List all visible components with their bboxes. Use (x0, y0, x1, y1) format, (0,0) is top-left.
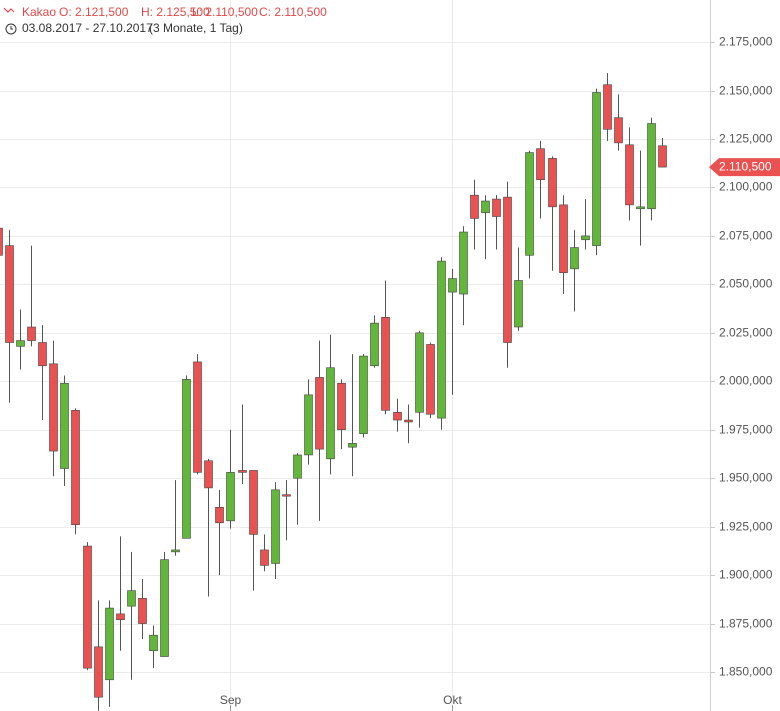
y-tick-label: 1.925,000 (719, 520, 773, 534)
candle-body (204, 460, 213, 489)
x-tick-label: Okt (443, 693, 462, 707)
candle-body (83, 545, 92, 669)
y-tick-label: 1.950,000 (719, 471, 773, 485)
close: C: 2.110,500 (259, 5, 327, 19)
candle-body (636, 206, 645, 210)
candle-body (27, 326, 36, 341)
candle-body (260, 549, 269, 566)
candle-body (381, 317, 390, 411)
candle-body (393, 411, 402, 421)
candle-body (0, 227, 3, 256)
y-tick-label: 2.175,000 (719, 35, 773, 49)
candle-body (548, 158, 557, 208)
y-tick-label: 2.100,000 (719, 180, 773, 194)
candle-body (647, 123, 656, 210)
high: H: 2.125,500 (141, 5, 210, 19)
candle-body (581, 235, 590, 241)
candle-body (105, 607, 114, 681)
period: (3 Monate, 1 Tag) (149, 21, 243, 35)
candle-body (215, 506, 224, 524)
candle-body (337, 382, 346, 431)
y-tick-label: 2.000,000 (719, 374, 773, 388)
candle-body (503, 196, 512, 343)
candle-body (592, 92, 601, 246)
clock-icon (5, 23, 17, 35)
candle-body (160, 559, 169, 657)
candle-body (481, 200, 490, 213)
candle-body (658, 145, 667, 168)
candle-body (171, 549, 180, 553)
candle-body (348, 443, 357, 448)
low: L: 2.110,500 (192, 5, 258, 19)
candle-body (603, 84, 612, 130)
candle-body (326, 367, 335, 460)
candle-body (38, 342, 47, 367)
candle-body (448, 278, 457, 293)
candle-body (127, 590, 136, 607)
candle-body (238, 470, 247, 473)
last-price-tag (709, 158, 780, 177)
y-tick-label: 1.975,000 (719, 423, 773, 437)
y-tick-label: 2.150,000 (719, 84, 773, 98)
candle-body (426, 344, 435, 415)
y-tick-label: 2.075,000 (719, 229, 773, 243)
candle-body (138, 598, 147, 624)
header: Kakao O: 2.121,500 H: 2.125,500 L: 2.110… (3, 5, 327, 35)
candle-body (370, 322, 379, 367)
candle-body (193, 361, 202, 473)
x-tick-label: Sep (220, 693, 242, 707)
symbol: Kakao (22, 5, 56, 19)
candle-body (182, 379, 191, 539)
candle-body (625, 144, 634, 206)
clock-hands (10, 26, 13, 30)
y-tick-label: 1.900,000 (719, 568, 773, 582)
y-tick-label: 2.125,000 (719, 132, 773, 146)
candle-body (559, 204, 568, 274)
candle-body (149, 634, 158, 652)
candle-body (304, 394, 313, 456)
candle-body (271, 489, 280, 564)
candle-body (5, 245, 14, 343)
grid (0, 0, 710, 711)
candle-body (437, 260, 446, 419)
candles (0, 73, 667, 711)
y-tick-label: 2.025,000 (719, 326, 773, 340)
y-tick-label: 1.850,000 (719, 665, 773, 679)
candle-body (470, 194, 479, 219)
candle-body (16, 340, 25, 347)
candle-body (536, 148, 545, 180)
candle-body (94, 646, 103, 698)
icon (3, 7, 15, 13)
candle-body (459, 231, 468, 295)
candle-body (404, 419, 413, 423)
open: O: 2.121,500 (59, 5, 129, 19)
candle-body (71, 410, 80, 526)
candle-body (514, 280, 523, 328)
y-tick-label: 1.875,000 (719, 617, 773, 631)
candle-body (226, 472, 235, 522)
candle-body (49, 363, 58, 452)
candle-body (116, 613, 125, 621)
candle-body (359, 355, 368, 434)
candle-body (249, 470, 258, 535)
date-range: 03.08.2017 - 27.10.2017 (22, 21, 153, 35)
candle-body (60, 382, 69, 469)
last-price-label: 2.110,500 (719, 159, 772, 173)
candle-body (282, 494, 291, 497)
candle-body (492, 198, 501, 217)
candle-body (293, 454, 302, 479)
candle-body (315, 377, 324, 450)
candle-body (614, 117, 623, 144)
candle-body (570, 247, 579, 270)
candle-body (415, 332, 424, 413)
candle-body (525, 152, 534, 256)
y-tick-label: 2.050,000 (719, 277, 773, 291)
